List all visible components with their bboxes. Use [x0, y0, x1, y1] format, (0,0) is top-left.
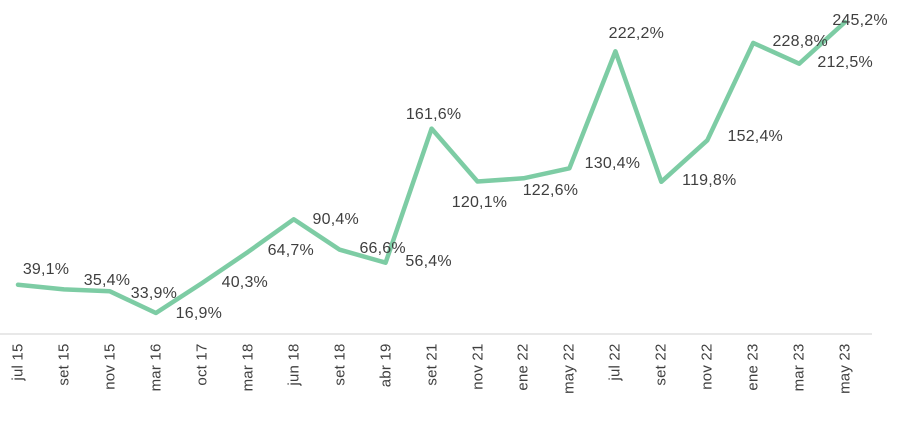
data-label: 16,9% — [175, 305, 223, 322]
x-tick-label: nov 15 — [101, 343, 119, 390]
x-tick-label: mar 18 — [239, 343, 257, 391]
data-label: 33,9% — [130, 285, 178, 303]
x-tick-label: jul 22 — [606, 343, 624, 381]
data-label: 56,4% — [405, 252, 452, 270]
x-tick-label: set 18 — [331, 343, 349, 386]
data-label: 228,8% — [772, 32, 828, 50]
x-tick-label: set 21 — [423, 343, 441, 386]
data-label: 66,6% — [359, 239, 406, 257]
x-tick-label: abr 19 — [377, 343, 395, 387]
data-label: 212,5% — [817, 53, 873, 71]
data-label: 35,4% — [83, 272, 131, 290]
x-tick-label: mar 23 — [790, 343, 808, 391]
x-tick-label: nov 22 — [698, 343, 716, 390]
x-tick-label: mar 16 — [147, 343, 165, 391]
data-label: 90,4% — [312, 211, 359, 229]
x-tick-label: jul 15 — [9, 343, 27, 381]
data-label: 120,1% — [451, 194, 508, 212]
data-label: 152,4% — [727, 128, 783, 146]
data-label: 64,7% — [267, 242, 314, 260]
data-label: 222,2% — [608, 25, 665, 43]
x-tick-label: set 22 — [652, 343, 670, 386]
data-series-line — [15, 19, 848, 316]
x-tick-label: ene 23 — [744, 343, 762, 391]
x-tick-label: may 22 — [560, 343, 578, 394]
data-label: 119,8% — [682, 171, 737, 189]
x-tick-label: nov 21 — [469, 343, 486, 390]
x-tick-label: oct 17 — [193, 343, 211, 386]
x-tick-label: set 15 — [55, 343, 73, 386]
data-label: 130,4% — [584, 155, 641, 173]
data-label: 40,3% — [221, 274, 268, 292]
data-label: 161,6% — [405, 105, 462, 123]
data-label: 245,2% — [832, 12, 888, 29]
x-tick-label: jun 18 — [285, 343, 303, 386]
x-tick-label: may 23 — [836, 343, 854, 394]
x-tick-label: ene 22 — [514, 343, 532, 391]
data-label: 122,6% — [522, 182, 579, 200]
data-label: 39,1% — [22, 260, 70, 278]
